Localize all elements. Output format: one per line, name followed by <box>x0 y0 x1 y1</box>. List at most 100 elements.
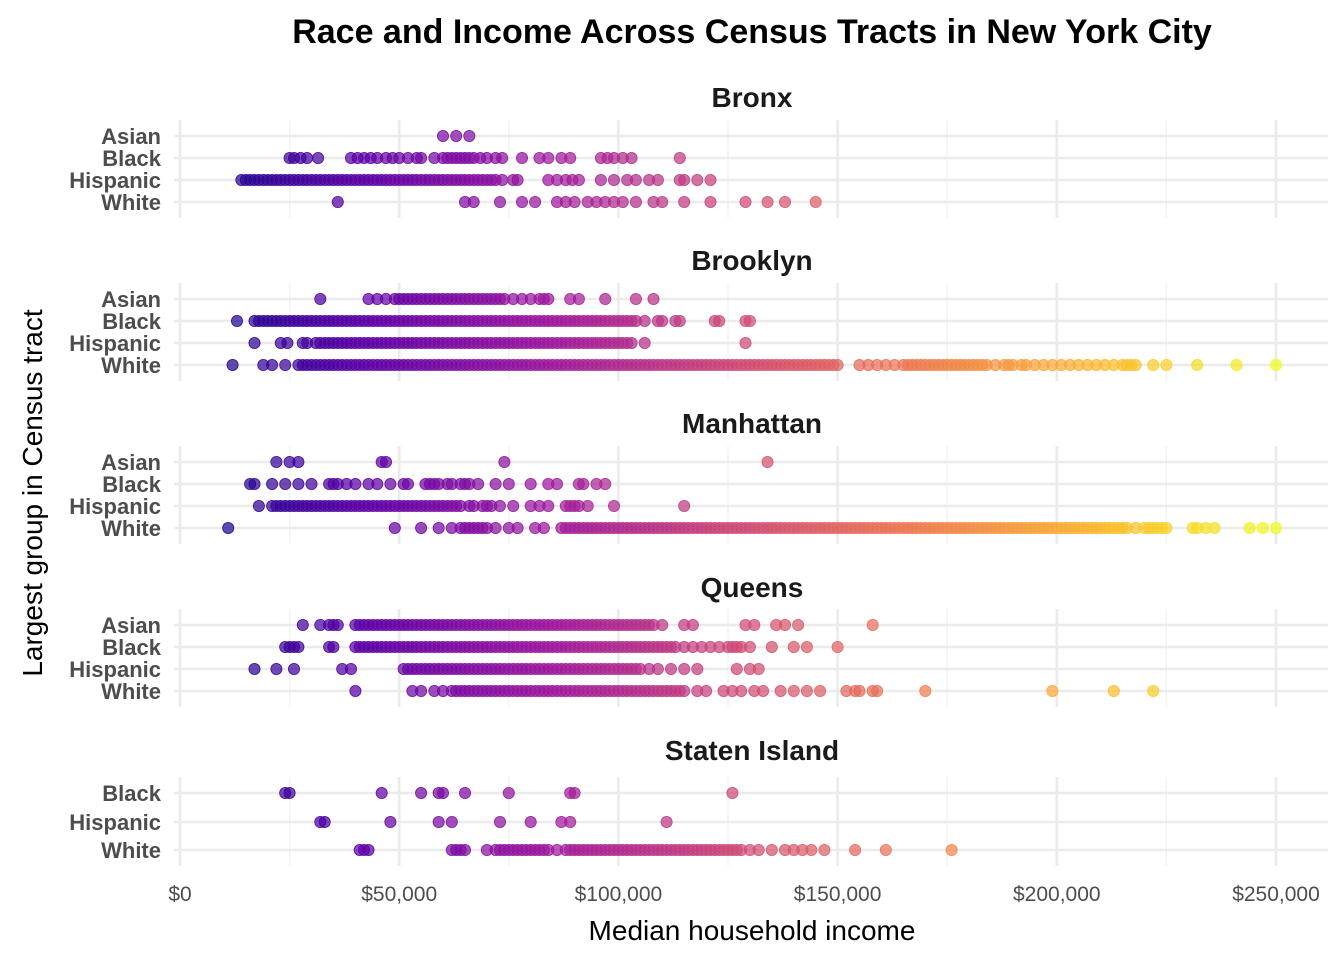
data-point <box>831 641 844 654</box>
data-point <box>743 641 756 654</box>
data-point <box>871 685 884 698</box>
data-point <box>743 314 756 327</box>
y-tick-label: Black <box>102 472 161 497</box>
y-tick-label: Hispanic <box>69 810 161 835</box>
data-point <box>678 663 691 676</box>
data-point <box>283 787 296 800</box>
data-point <box>831 358 844 371</box>
data-point <box>564 151 577 164</box>
data-point <box>507 499 520 512</box>
data-point <box>656 619 669 632</box>
y-tick-label: White <box>101 516 161 541</box>
y-tick-label: Asian <box>101 450 161 475</box>
data-point <box>493 499 506 512</box>
data-point <box>529 195 542 208</box>
data-point <box>599 477 612 490</box>
data-point <box>761 455 774 468</box>
points-asian <box>270 455 774 468</box>
data-point <box>248 663 261 676</box>
points-black <box>279 787 739 800</box>
data-point <box>564 816 577 829</box>
data-point <box>489 477 502 490</box>
points-white <box>222 522 1283 535</box>
points-white <box>226 358 1283 371</box>
data-point <box>349 685 362 698</box>
facet-label: Bronx <box>712 82 793 113</box>
data-point <box>853 685 866 698</box>
data-point <box>1208 522 1221 535</box>
panel-staten-island: Staten Island Black Hispanic White <box>69 735 1328 866</box>
data-point <box>1147 358 1160 371</box>
x-tick-label: $0 <box>168 883 191 906</box>
data-point <box>779 619 792 632</box>
data-point <box>765 641 778 654</box>
data-point <box>761 195 774 208</box>
data-point <box>415 787 428 800</box>
data-point <box>568 787 581 800</box>
data-point <box>678 685 691 698</box>
data-point <box>327 641 340 654</box>
points-asian <box>296 619 879 632</box>
points-black <box>279 641 844 654</box>
data-point <box>638 336 651 349</box>
data-point <box>344 663 357 676</box>
data-point <box>436 787 449 800</box>
data-point <box>384 816 397 829</box>
data-point <box>281 336 294 349</box>
x-tick-label: $50,000 <box>361 883 437 906</box>
data-point <box>472 477 485 490</box>
data-point <box>312 151 325 164</box>
data-point <box>739 195 752 208</box>
data-point <box>524 477 537 490</box>
data-point <box>616 195 629 208</box>
points-black <box>283 151 686 164</box>
data-point <box>713 314 726 327</box>
data-point <box>1107 685 1120 698</box>
data-point <box>787 685 800 698</box>
data-point <box>1191 358 1204 371</box>
data-point <box>226 358 239 371</box>
y-tick-label: Black <box>102 781 161 806</box>
data-point <box>445 816 458 829</box>
data-point <box>800 641 813 654</box>
data-point <box>748 619 761 632</box>
x-tick-label: $100,000 <box>575 883 663 906</box>
data-point <box>287 663 300 676</box>
data-point <box>516 151 529 164</box>
data-point <box>279 358 292 371</box>
data-point <box>625 336 638 349</box>
data-point <box>542 499 555 512</box>
data-point <box>305 477 318 490</box>
data-point <box>945 844 958 857</box>
data-point <box>800 685 813 698</box>
data-point <box>458 844 471 857</box>
data-point <box>1256 522 1269 535</box>
data-point <box>577 477 590 490</box>
data-point <box>673 314 686 327</box>
data-point <box>248 336 261 349</box>
data-point <box>296 619 309 632</box>
data-point <box>415 151 428 164</box>
data-point <box>542 292 555 305</box>
y-tick-label: Asian <box>101 287 161 312</box>
y-tick-label: Black <box>102 309 161 334</box>
data-point <box>292 477 305 490</box>
data-point <box>371 477 384 490</box>
data-point <box>1147 685 1160 698</box>
data-point <box>581 499 594 512</box>
data-point <box>432 816 445 829</box>
data-point <box>919 685 932 698</box>
data-point <box>866 619 879 632</box>
data-point <box>757 685 770 698</box>
data-point <box>432 522 445 535</box>
data-point <box>568 195 581 208</box>
data-point <box>678 499 691 512</box>
points-white <box>349 685 1160 698</box>
data-point <box>700 685 713 698</box>
y-tick-label: White <box>101 679 161 704</box>
points-asian <box>314 292 660 305</box>
data-point <box>489 522 502 535</box>
data-point <box>651 663 664 676</box>
